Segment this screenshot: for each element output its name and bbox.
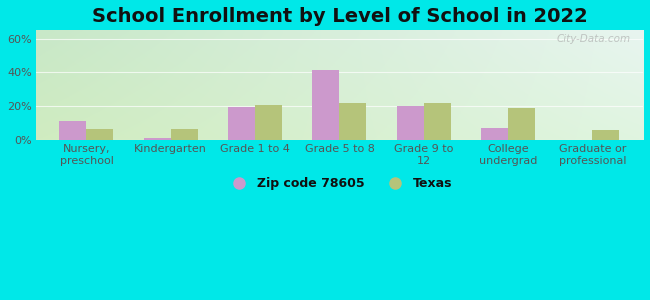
- Text: City-Data.com: City-Data.com: [557, 34, 631, 44]
- Bar: [508, 108, 535, 140]
- Title: School Enrollment by Level of School in 2022: School Enrollment by Level of School in …: [92, 7, 588, 26]
- Bar: [424, 103, 451, 140]
- Bar: [313, 70, 339, 140]
- Bar: [255, 104, 282, 140]
- Legend: Zip code 78605, Texas: Zip code 78605, Texas: [222, 172, 458, 195]
- Bar: [86, 129, 114, 140]
- Bar: [396, 106, 424, 140]
- Bar: [171, 129, 198, 140]
- Bar: [144, 138, 171, 140]
- Bar: [592, 130, 619, 140]
- Bar: [339, 103, 367, 140]
- Bar: [59, 122, 86, 140]
- Bar: [228, 107, 255, 140]
- Bar: [481, 128, 508, 140]
